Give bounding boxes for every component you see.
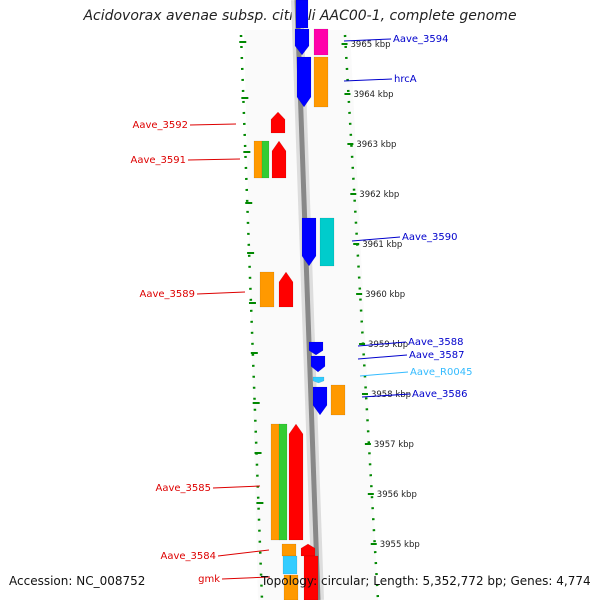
right-gene-label: hrcA [394, 74, 417, 85]
accession-text: Accession: NC_008752 [9, 574, 146, 588]
gene-3585-green [278, 423, 288, 541]
gene-3591-orange [253, 140, 263, 179]
gene-3592 [270, 111, 286, 134]
left-gene-label: Aave_3591 [131, 155, 187, 166]
kbp-tick-label: 3955 kbp [380, 540, 420, 550]
kbp-tick-label: 3965 kbp [351, 40, 391, 50]
gene-3585-red [288, 423, 304, 541]
gene-3590-blue [301, 217, 317, 267]
kbp-tick-label: 3959 kbp [368, 340, 408, 350]
gene-features [253, 0, 346, 600]
gene-3586-blue [312, 386, 328, 416]
right-gene-label: Aave_3594 [393, 34, 449, 45]
left-label-leader [221, 576, 271, 580]
left-gene-label: Aave_3584 [161, 551, 217, 562]
gene-orange-hrca [313, 56, 329, 108]
right-gene-label: Aave_R0045 [410, 367, 472, 378]
left-label-leader [196, 291, 246, 295]
gene-blue-hrca [296, 56, 312, 108]
gene-3589-red [278, 271, 294, 308]
kbp-tick-label: 3961 kbp [362, 240, 402, 250]
right-label-leader [343, 38, 392, 42]
kbp-ticks: 3965 kbp 3964 kbp 3963 kbp 3962 kbp 3961 kbp… [341, 40, 420, 550]
right-label-leader [357, 341, 407, 347]
right-gene-label: Aave_3588 [408, 337, 464, 348]
right-label-leader [359, 371, 409, 377]
left-label-leader [189, 123, 237, 126]
left-gene-label: gmk [198, 574, 220, 585]
left-label-leader [217, 549, 270, 557]
left-gene-label: Aave_3589 [140, 289, 196, 300]
right-gene-label: Aave_3586 [412, 389, 468, 400]
kbp-tick-label: 3963 kbp [356, 140, 396, 150]
left-gene-label: Aave_3585 [156, 483, 212, 494]
gene-blue-3594 [294, 28, 310, 56]
kbp-tick-label: 3960 kbp [365, 290, 405, 300]
right-label-leader [357, 354, 408, 360]
gene-3584-orange [281, 543, 297, 557]
gene-magenta-3594 [313, 28, 329, 56]
gene-3590-cyan [319, 217, 335, 267]
gene-3586-orange [330, 384, 346, 416]
right-label-leader [361, 393, 411, 398]
gene-3585-orange [270, 423, 281, 541]
gene-gmk [282, 555, 298, 575]
left-label-leader [212, 485, 261, 489]
kbp-tick-label: 3957 kbp [374, 440, 414, 450]
gene-blue-top [295, 0, 309, 29]
left-label-leader [187, 158, 241, 161]
gene-3591-red [271, 140, 287, 179]
gene-r0045 [312, 376, 325, 384]
right-label-leader [343, 78, 393, 82]
right-gene-label: Aave_3590 [402, 232, 458, 243]
kbp-tick-label: 3962 kbp [359, 190, 399, 200]
kbp-tick-label: 3964 kbp [353, 90, 393, 100]
gene-red-bottom [303, 555, 319, 600]
genome-summary-text: Topology: circular; Length: 5,352,772 bp… [261, 574, 591, 588]
gene-3587 [310, 355, 326, 373]
right-gene-label: Aave_3587 [409, 350, 465, 361]
dotted-outline [239, 34, 380, 600]
gene-3591-green [261, 140, 270, 179]
left-gene-label: Aave_3592 [133, 120, 189, 131]
gene-3588 [308, 341, 324, 356]
gene-3589-orange [259, 271, 275, 308]
gene-orange-bottom [283, 574, 299, 600]
kbp-tick-label: 3956 kbp [377, 490, 417, 500]
gene-labels: Aave_3592 Aave_3591 Aave_3589 Aave_3585 Aave… [131, 34, 473, 585]
right-label-leader [351, 236, 401, 242]
